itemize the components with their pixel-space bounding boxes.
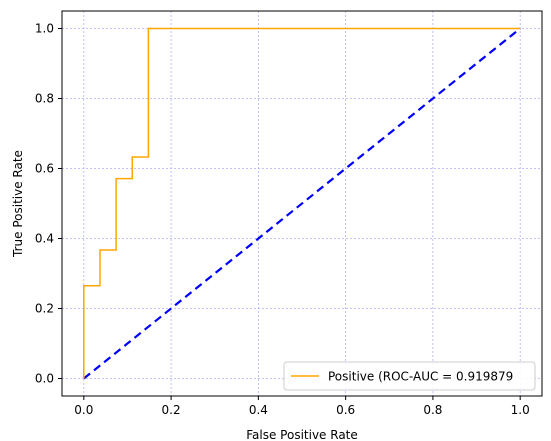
x-tick-label: 0.8 bbox=[423, 403, 442, 417]
chance-diagonal-line bbox=[83, 27, 521, 380]
legend: Positive (ROC-AUC = 0.919879 bbox=[283, 361, 536, 391]
legend-box bbox=[283, 361, 536, 391]
y-tick-label: 0.0 bbox=[35, 372, 54, 386]
x-tick-label: 0.2 bbox=[162, 403, 181, 417]
x-axis-label: False Positive Rate bbox=[246, 428, 358, 441]
x-tick-label: 0.6 bbox=[336, 403, 355, 417]
y-axis-label: True Positive Rate bbox=[11, 150, 25, 258]
y-tick-label: 0.8 bbox=[35, 92, 54, 106]
y-tick-label: 1.0 bbox=[35, 22, 54, 36]
x-tick-label: 0.0 bbox=[74, 403, 93, 417]
grid-layer bbox=[62, 11, 542, 396]
x-tick-label: 0.4 bbox=[249, 403, 268, 417]
tick-layer: 0.0 0.2 0.4 0.6 0.8 1.0 0.0 0.2 0.4 0.6 0.8 1.0 bbox=[35, 22, 530, 418]
y-tick-label: 0.4 bbox=[35, 232, 54, 246]
plot-frame bbox=[61, 10, 543, 397]
y-tick-label: 0.2 bbox=[35, 302, 54, 316]
roc-curve-positive bbox=[83, 27, 521, 379]
y-tick-label: 0.6 bbox=[35, 162, 54, 176]
legend-label-positive: Positive (ROC-AUC = 0.919879 bbox=[328, 370, 513, 384]
series-layer bbox=[83, 27, 521, 380]
x-tick-label: 1.0 bbox=[511, 403, 530, 417]
